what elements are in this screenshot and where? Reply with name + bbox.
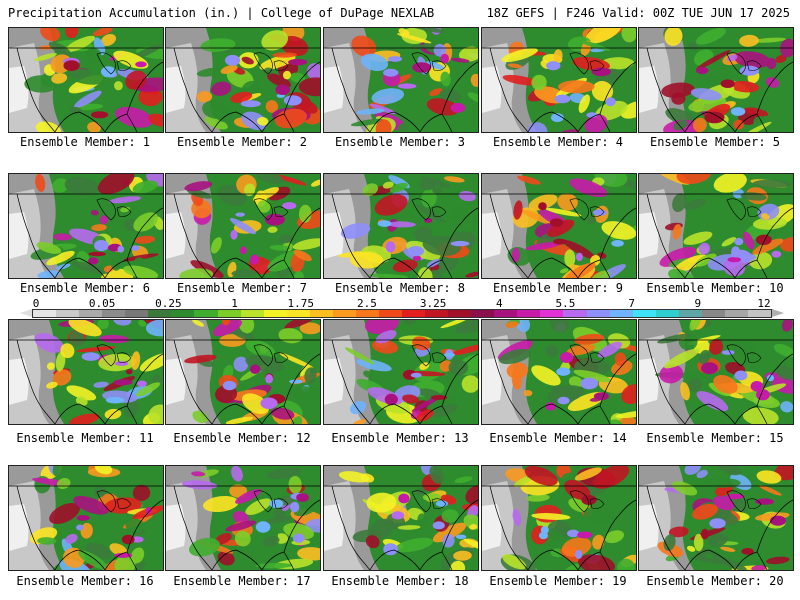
ensemble-member-label: Ensemble Member: 18	[331, 574, 469, 588]
ensemble-map-panel	[8, 27, 164, 133]
ensemble-member-label: Ensemble Member: 12	[173, 431, 311, 445]
ensemble-map-panel	[165, 465, 321, 571]
colorbar-tick-label: 2.5	[356, 297, 377, 310]
colorbar-tick-label: 7	[628, 297, 635, 310]
ensemble-member-label: Ensemble Member: 16	[16, 574, 154, 588]
ensemble-member-label: Ensemble Member: 19	[489, 574, 627, 588]
colorbar-left-arrow	[20, 309, 32, 317]
colorbar-swatch	[148, 310, 172, 317]
colorbar-swatch	[240, 310, 264, 317]
ensemble-map-panel	[638, 465, 794, 571]
ensemble-member-label: Ensemble Member: 15	[646, 431, 784, 445]
colorbar-tick-label: 1	[231, 297, 238, 310]
ensemble-member-label: Ensemble Member: 11	[16, 431, 154, 445]
ensemble-map-panel	[165, 173, 321, 279]
ensemble-member-label: Ensemble Member: 6	[19, 281, 151, 295]
colorbar-tick-label: 9	[694, 297, 702, 310]
colorbar-swatch	[125, 310, 149, 317]
ensemble-map-panel	[481, 319, 637, 425]
colorbar-tick-label: 1.75	[287, 297, 314, 310]
colorbar-swatch	[425, 310, 449, 317]
colorbar-swatch	[102, 310, 126, 317]
chart-title: Precipitation Accumulation (in.) | Colle…	[8, 6, 435, 20]
colorbar-tick-label: 4	[495, 297, 503, 310]
ensemble-map-panel	[481, 173, 637, 279]
ensemble-map-panel	[8, 173, 164, 279]
colorbar-tick-label: 3.25	[419, 297, 447, 310]
colorbar-tick-label: 0.25	[155, 297, 182, 310]
ensemble-member-label: Ensemble Member: 7	[176, 281, 308, 295]
colorbar-swatch	[56, 310, 80, 317]
ensemble-member-label: Ensemble Member: 10	[646, 281, 784, 295]
ensemble-member-label: Ensemble Member: 4	[492, 135, 624, 149]
ensemble-member-label: Ensemble Member: 8	[334, 281, 466, 295]
ensemble-map-panel	[638, 319, 794, 425]
colorbar-swatch	[678, 310, 702, 317]
ensemble-map-panel	[323, 465, 479, 571]
colorbar-swatch	[309, 310, 333, 317]
colorbar-tick-label: 12	[757, 297, 771, 310]
colorbar-swatch	[471, 310, 495, 317]
colorbar-right-arrow	[772, 309, 784, 317]
colorbar-swatch	[286, 310, 310, 317]
colorbar-swatch	[586, 310, 610, 317]
colorbar-swatch	[747, 310, 771, 317]
colorbar-swatch	[563, 310, 587, 317]
colorbar-swatch	[263, 310, 287, 317]
colorbar-swatch	[217, 310, 241, 317]
colorbar-swatch	[79, 310, 103, 317]
colorbar-swatch	[378, 310, 402, 317]
ensemble-member-label: Ensemble Member: 5	[649, 135, 781, 149]
ensemble-member-label: Ensemble Member: 3	[334, 135, 466, 149]
colorbar-swatch	[724, 310, 748, 317]
colorbar-swatch	[171, 310, 195, 317]
colorbar-swatch	[355, 310, 379, 317]
ensemble-map-panel	[481, 27, 637, 133]
ensemble-member-label: Ensemble Member: 13	[331, 431, 469, 445]
ensemble-member-label: Ensemble Member: 14	[489, 431, 627, 445]
colorbar-swatch	[517, 310, 541, 317]
ensemble-map-panel	[323, 173, 479, 279]
colorbar-swatch	[701, 310, 725, 317]
colorbar-tick-label: 0	[32, 297, 40, 310]
ensemble-map-panel	[481, 465, 637, 571]
ensemble-map-panel	[323, 27, 479, 133]
ensemble-map-panel	[165, 319, 321, 425]
colorbar-swatch	[194, 310, 218, 317]
ensemble-member-label: Ensemble Member: 1	[19, 135, 151, 149]
ensemble-map-panel	[638, 173, 794, 279]
colorbar-swatch	[494, 310, 518, 317]
colorbar	[32, 309, 772, 318]
ensemble-map-panel	[165, 27, 321, 133]
ensemble-member-label: Ensemble Member: 9	[492, 281, 624, 295]
ensemble-map-panel	[638, 27, 794, 133]
colorbar-swatch	[332, 310, 356, 317]
ensemble-member-label: Ensemble Member: 20	[646, 574, 784, 588]
colorbar-swatch	[609, 310, 633, 317]
ensemble-map-panel	[8, 319, 164, 425]
colorbar-swatch	[402, 310, 426, 317]
colorbar-swatch	[655, 310, 679, 317]
ensemble-member-label: Ensemble Member: 17	[173, 574, 311, 588]
ensemble-member-label: Ensemble Member: 2	[176, 135, 308, 149]
colorbar-tick-label: 5.5	[555, 297, 576, 310]
run-valid-time: 18Z GEFS | F246 Valid: 00Z TUE JUN 17 20…	[486, 6, 790, 20]
ensemble-map-panel	[323, 319, 479, 425]
colorbar-swatch	[540, 310, 564, 317]
colorbar-swatch	[632, 310, 656, 317]
colorbar-swatch	[33, 310, 57, 317]
ensemble-map-panel	[8, 465, 164, 571]
colorbar-swatch	[448, 310, 472, 317]
colorbar-tick-label: 0.05	[88, 297, 116, 310]
colorbar-strip	[32, 309, 772, 318]
